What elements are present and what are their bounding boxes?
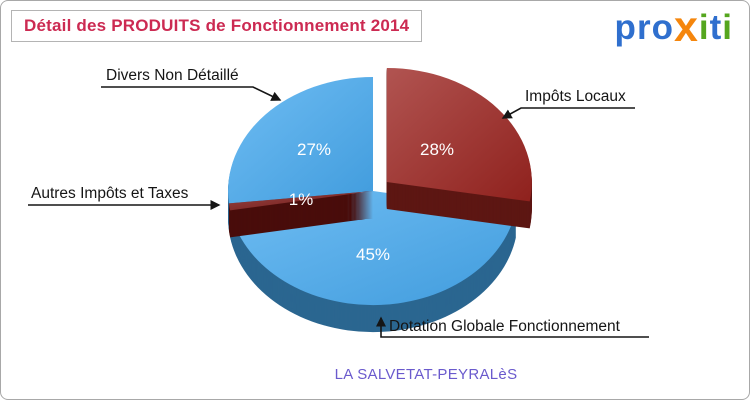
logo-letter-i: i bbox=[722, 8, 733, 47]
pie-slice-side-autres-imp-ts-et-taxes bbox=[228, 205, 373, 225]
pie-slice-side-autres-imp-ts-et-taxes bbox=[228, 212, 373, 232]
pie-slice-side-autres-imp-ts-et-taxes bbox=[228, 216, 373, 236]
pie-slice-side-autres-imp-ts-et-taxes bbox=[228, 204, 373, 224]
pie-slice-side-autres-imp-ts-et-taxes bbox=[228, 200, 373, 220]
pie-slice-side-autres-imp-ts-et-taxes bbox=[228, 202, 373, 222]
pie-percent-label-autres-imp-ts-et-taxes: 1% bbox=[289, 190, 314, 209]
pie-slice-side-autres-imp-ts-et-taxes bbox=[228, 203, 373, 223]
callout-leader-impots bbox=[501, 107, 635, 119]
pie-slice-side-autres-imp-ts-et-taxes bbox=[228, 206, 373, 226]
pie-slice-side-autres-imp-ts-et-taxes bbox=[228, 207, 373, 227]
pie-slice-side-autres-imp-ts-et-taxes bbox=[228, 192, 373, 212]
pie-slice-side-autres-imp-ts-et-taxes bbox=[228, 196, 373, 216]
logo-letter-r: r bbox=[636, 8, 652, 47]
callout-impots-locaux: Impôts Locaux bbox=[501, 88, 635, 119]
callout-divers-non-detaille: Divers Non Détaillé bbox=[101, 67, 282, 101]
city-label: LA SALVETAT-PEYRALèS bbox=[334, 366, 518, 383]
pie-slice-imp-ts-locaux bbox=[386, 67, 532, 202]
pie-slice-side-autres-imp-ts-et-taxes bbox=[228, 194, 373, 214]
callout-label-dotation: Dotation Globale Fonctionnement bbox=[389, 318, 621, 335]
pie-slice-autres-imp-ts-et-taxes bbox=[228, 191, 373, 211]
callout-autres-impots: Autres Impôts et Taxes bbox=[28, 185, 221, 210]
callout-dotation-globale: Dotation Globale Fonctionnement bbox=[376, 316, 649, 338]
pie-slice-side-autres-imp-ts-et-taxes bbox=[228, 209, 373, 229]
pie-slice-side-autres-imp-ts-et-taxes bbox=[228, 213, 373, 233]
logo-letter-i: i bbox=[698, 8, 710, 47]
pie-slice-side-autres-imp-ts-et-taxes bbox=[228, 215, 373, 235]
logo-letter-x: x bbox=[673, 3, 699, 51]
pie-slice-side-autres-imp-ts-et-taxes bbox=[228, 208, 373, 228]
pie-3d: 28% 45% 1% 27% bbox=[228, 67, 532, 333]
callout-label-impots: Impôts Locaux bbox=[525, 88, 626, 105]
callout-label-divers: Divers Non Détaillé bbox=[106, 67, 239, 84]
pie-slice-side-autres-imp-ts-et-taxes bbox=[228, 217, 373, 237]
chart-title-box: Détail des PRODUITS de Fonctionnement 20… bbox=[11, 10, 423, 42]
logo-letter-p: p bbox=[614, 8, 637, 47]
pie-slice-side-autres-imp-ts-et-taxes bbox=[228, 198, 373, 218]
pie-slice-side-autres-imp-ts-et-taxes bbox=[228, 211, 373, 231]
pie-slice-side-autres-imp-ts-et-taxes bbox=[228, 214, 373, 234]
pie-slice-side-autres-imp-ts-et-taxes bbox=[228, 193, 373, 213]
pie-slice-side-autres-imp-ts-et-taxes bbox=[228, 195, 373, 215]
logo-letter-t: t bbox=[709, 8, 723, 47]
pie-slice-divers-non-d-taill bbox=[228, 77, 373, 204]
pie-percent-label-dotation-globale-fonctionnement: 45% bbox=[356, 245, 390, 264]
callout-leader-divers bbox=[101, 86, 282, 101]
callouts: Divers Non Détaillé Impôts Locaux Autres… bbox=[28, 67, 649, 338]
page-title: Détail des PRODUITS de Fonctionnement 20… bbox=[24, 16, 410, 35]
pie-slice-side-autres-imp-ts-et-taxes bbox=[228, 218, 373, 238]
proxiti-logo: proxiti bbox=[615, 1, 733, 52]
pie-slice-side-autres-imp-ts-et-taxes bbox=[228, 201, 373, 221]
pie-percent-label-divers-non-d-taill: 27% bbox=[297, 140, 331, 159]
callout-leader-dotation bbox=[376, 316, 649, 338]
pie-slice-side-autres-imp-ts-et-taxes bbox=[228, 210, 373, 230]
logo-letter-o: o bbox=[651, 8, 674, 47]
pie-slice-side-autres-imp-ts-et-taxes bbox=[228, 199, 373, 219]
callout-label-autres: Autres Impôts et Taxes bbox=[31, 185, 189, 202]
pie-slice-side-autres-imp-ts-et-taxes bbox=[228, 197, 373, 217]
pie-percent-label-imp-ts-locaux: 28% bbox=[420, 140, 454, 159]
